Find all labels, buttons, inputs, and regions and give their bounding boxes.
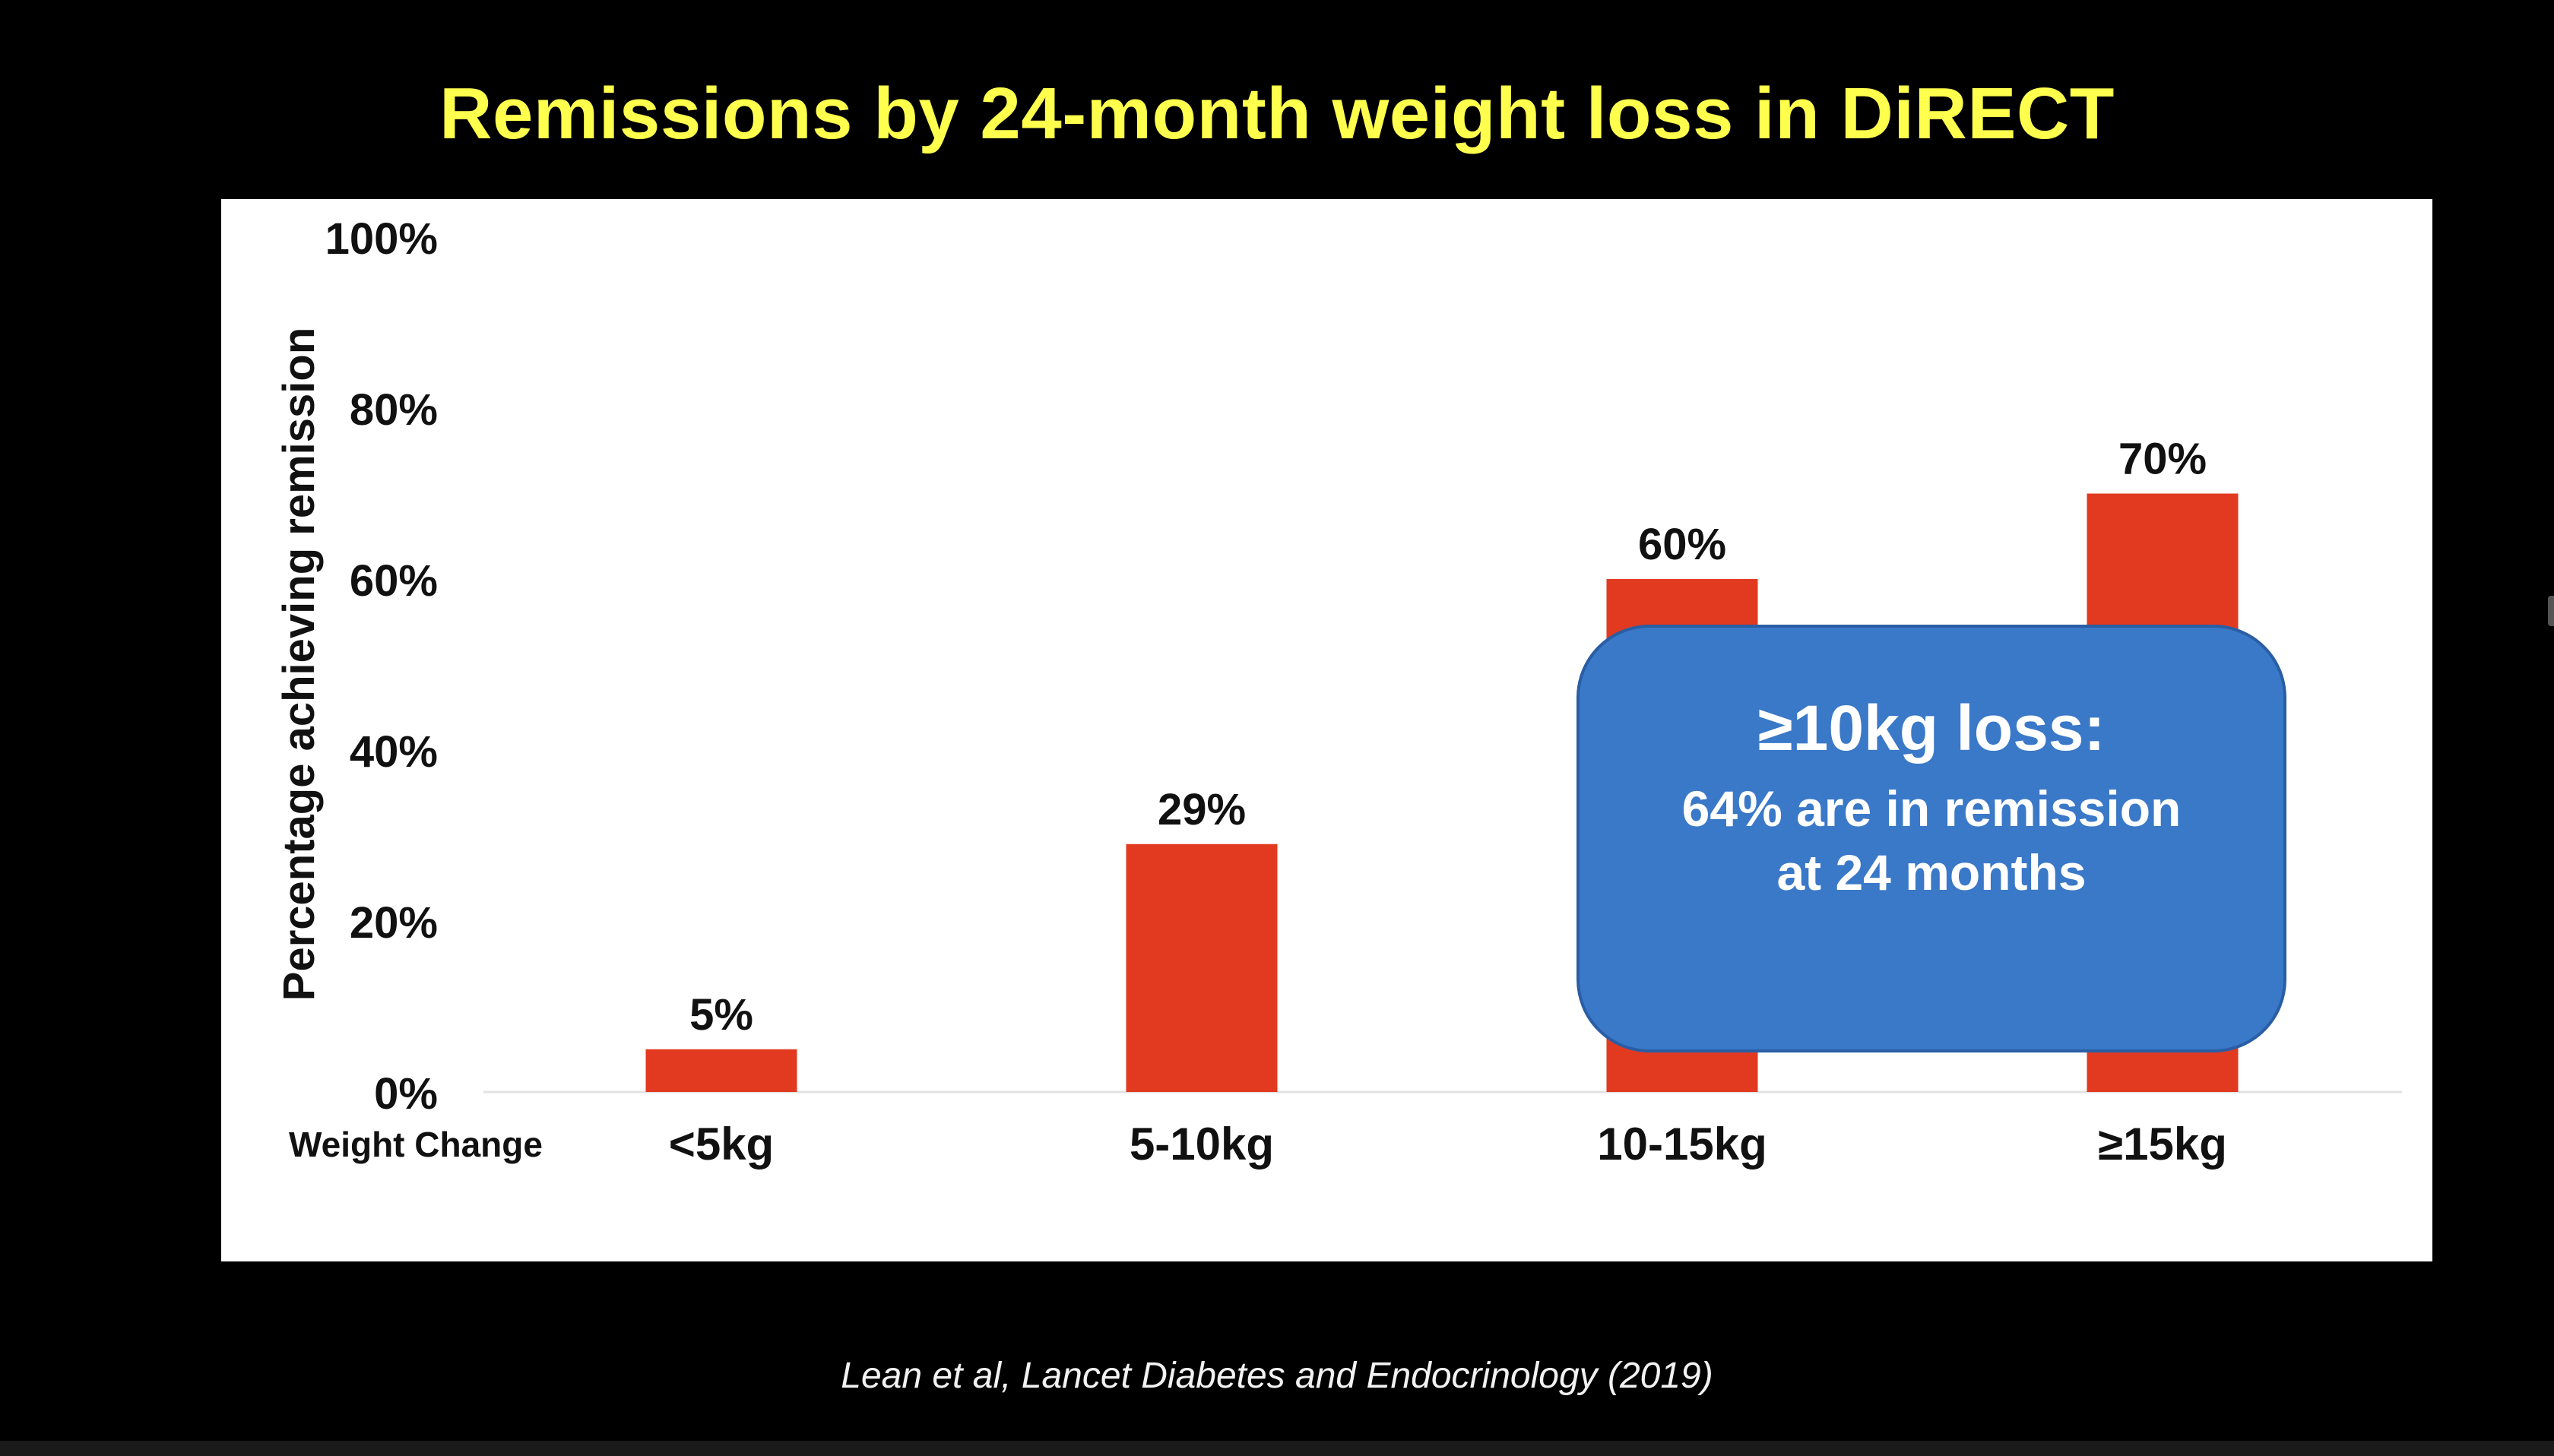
y-tick-label: 80% xyxy=(350,385,438,435)
y-axis-title: Percentage achieving remission xyxy=(274,328,324,1001)
y-tick-label: 60% xyxy=(350,556,438,606)
callout-heading: ≥10kg loss: xyxy=(1757,692,2106,764)
callout-line-1: 64% are in remission xyxy=(1681,780,2182,837)
data-label: 29% xyxy=(1158,785,1246,834)
callout-body: 64% are in remission at 24 months xyxy=(1580,777,2283,904)
edge-marker xyxy=(2548,596,2554,626)
citation: Lean et al, Lancet Diabetes and Endocrin… xyxy=(841,1356,1713,1396)
bar xyxy=(1126,844,1278,1092)
data-labels: 5% 29% 60% 70% xyxy=(689,435,2207,1040)
x-tick-label: ≥15kg xyxy=(2098,1119,2227,1170)
slide-title: Remissions by 24-month weight loss in Di… xyxy=(439,73,2115,154)
x-tick-label: 10-15kg xyxy=(1597,1119,1767,1170)
y-tick-label: 0% xyxy=(374,1069,438,1119)
bottom-strip xyxy=(0,1441,2554,1456)
x-axis-title: Weight Change xyxy=(289,1125,543,1164)
data-label: 60% xyxy=(1638,520,1726,569)
y-axis-ticks: 0% 20% 40% 60% 80% 100% xyxy=(325,214,438,1119)
data-label: 5% xyxy=(689,990,753,1040)
x-axis-ticks: <5kg 5-10kg 10-15kg ≥15kg xyxy=(669,1119,2227,1170)
x-tick-label: 5-10kg xyxy=(1130,1119,1274,1170)
data-label: 70% xyxy=(2118,435,2207,484)
y-tick-label: 100% xyxy=(325,214,438,264)
x-tick-label: <5kg xyxy=(669,1119,774,1170)
y-tick-label: 20% xyxy=(350,898,438,948)
remission-callout-box: ≥10kg loss: 64% are in remission at 24 m… xyxy=(1576,625,2286,1052)
bar xyxy=(645,1049,797,1092)
callout-line-2: at 24 months xyxy=(1776,844,2087,901)
y-tick-label: 40% xyxy=(350,727,438,777)
